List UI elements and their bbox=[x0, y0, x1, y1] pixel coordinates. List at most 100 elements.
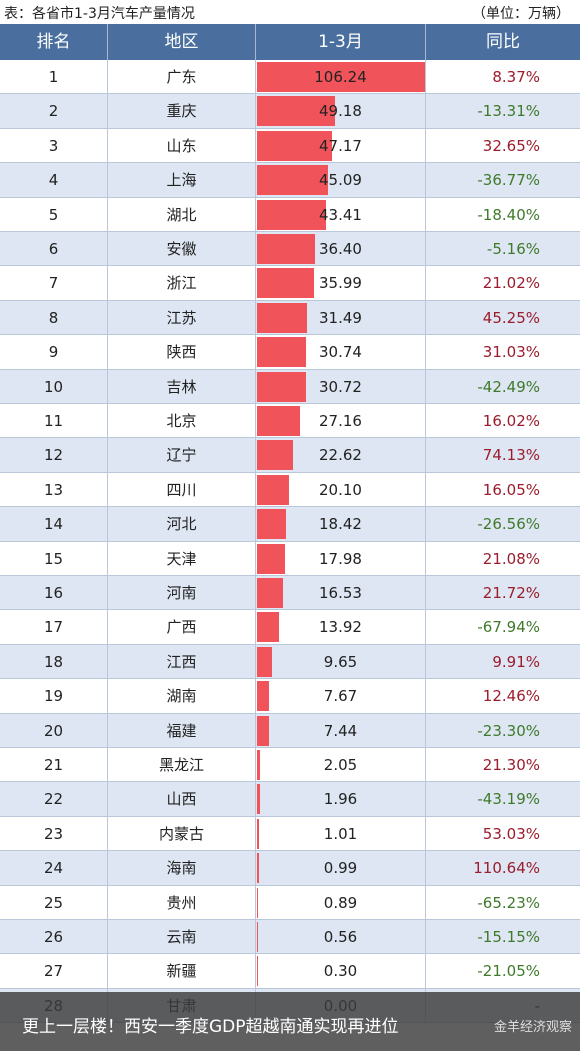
production-cell: 49.18 bbox=[256, 94, 426, 129]
production-value: 36.40 bbox=[319, 240, 362, 258]
rank-cell: 16 bbox=[0, 576, 108, 611]
production-value: 22.62 bbox=[319, 446, 362, 465]
region-cell: 北京 bbox=[108, 404, 256, 439]
production-value: 106.24 bbox=[314, 68, 367, 86]
region-cell: 浙江 bbox=[108, 266, 256, 301]
region-cell: 广西 bbox=[108, 610, 256, 645]
production-value: 27.16 bbox=[319, 412, 362, 430]
table-row: 1 广东 106.24 8.37% bbox=[0, 60, 580, 95]
rank-cell: 1 bbox=[0, 60, 108, 95]
production-cell: 17.98 bbox=[256, 541, 426, 576]
region-cell: 江西 bbox=[108, 644, 256, 680]
rank-cell: 4 bbox=[0, 163, 108, 198]
production-cell: 18.42 bbox=[256, 507, 426, 542]
table-title: 表：各省市1-3月汽车产量情况 bbox=[4, 6, 195, 22]
production-value: 13.92 bbox=[319, 618, 362, 637]
rank-cell: 3 bbox=[0, 128, 108, 164]
yoy-cell: 12.46% bbox=[482, 687, 540, 706]
yoy-cell: 32.65% bbox=[482, 136, 540, 155]
production-value: 2.05 bbox=[323, 756, 358, 774]
production-bar bbox=[257, 474, 289, 505]
production-bar bbox=[257, 543, 286, 574]
production-bar bbox=[257, 750, 261, 780]
header-yoy: 同比 bbox=[486, 32, 520, 52]
production-bar bbox=[257, 337, 306, 368]
rank-cell: 27 bbox=[0, 954, 108, 989]
region-cell: 天津 bbox=[108, 541, 256, 576]
production-value: 45.09 bbox=[319, 171, 362, 190]
table-row: 14 河北 18.42 -26.56% bbox=[0, 507, 580, 542]
table-row: 10 吉林 30.72 -42.49% bbox=[0, 369, 580, 404]
production-value: 17.98 bbox=[319, 549, 362, 568]
caption-overlay[interactable]: 更上一层楼！西安一季度GDP超越南通实现再进位 金羊经济观察 bbox=[0, 992, 580, 1051]
table-row: 22 山西 1.96 -43.19% bbox=[0, 782, 580, 817]
table-row: 8 江苏 31.49 45.25% bbox=[0, 300, 580, 336]
production-cell: 13.92 bbox=[256, 610, 426, 645]
yoy-cell: 31.03% bbox=[482, 343, 540, 362]
watermark: 金羊经济观察 bbox=[493, 1020, 572, 1035]
table-row: 9 陕西 30.74 31.03% bbox=[0, 335, 580, 370]
table-title-row: 表：各省市1-3月汽车产量情况 （单位：万辆） bbox=[0, 0, 580, 24]
table-row: 17 广西 13.92 -67.94% bbox=[0, 610, 580, 645]
rank-cell: 25 bbox=[0, 885, 108, 920]
production-cell: 106.24 bbox=[256, 60, 426, 95]
production-bar bbox=[257, 406, 300, 436]
production-cell: 2.05 bbox=[256, 748, 426, 783]
yoy-cell: -5.16% bbox=[486, 240, 540, 258]
rank-cell: 17 bbox=[0, 610, 108, 645]
table-row: 11 北京 27.16 16.02% bbox=[0, 404, 580, 439]
rank-cell: 12 bbox=[0, 438, 108, 473]
yoy-cell: -43.19% bbox=[477, 790, 540, 809]
rank-cell: 18 bbox=[0, 644, 108, 680]
header-production: 1-3月 bbox=[256, 24, 426, 60]
production-value: 1.96 bbox=[323, 790, 358, 809]
yoy-cell: 45.25% bbox=[482, 308, 540, 327]
yoy-cell: 110.64% bbox=[473, 859, 540, 878]
table-row: 26 云南 0.56 -15.15% bbox=[0, 920, 580, 955]
yoy-cell: -36.77% bbox=[477, 171, 540, 190]
production-bar bbox=[257, 784, 261, 815]
table-row: 5 湖北 43.41 -18.40% bbox=[0, 197, 580, 232]
production-value: 35.99 bbox=[319, 274, 362, 293]
region-cell: 湖南 bbox=[108, 679, 256, 714]
production-value: 0.89 bbox=[323, 893, 358, 912]
region-cell: 四川 bbox=[108, 472, 256, 508]
table-row: 20 福建 7.44 -23.30% bbox=[0, 713, 580, 748]
production-value: 30.74 bbox=[319, 343, 362, 362]
table-row: 6 安徽 36.40 -5.16% bbox=[0, 232, 580, 267]
production-cell: 0.56 bbox=[256, 920, 426, 955]
region-cell: 河南 bbox=[108, 576, 256, 611]
rank-cell: 20 bbox=[0, 713, 108, 748]
table-row: 15 天津 17.98 21.08% bbox=[0, 541, 580, 576]
header-rank: 排名 bbox=[0, 24, 108, 60]
production-value: 0.99 bbox=[323, 859, 358, 878]
unit-label: （单位：万辆） bbox=[472, 6, 570, 22]
production-cell: 27.16 bbox=[256, 404, 426, 439]
production-value: 43.41 bbox=[319, 205, 362, 224]
production-bar bbox=[257, 612, 279, 643]
rank-cell: 15 bbox=[0, 541, 108, 576]
rank-cell: 26 bbox=[0, 920, 108, 955]
rank-cell: 13 bbox=[0, 472, 108, 508]
production-bar bbox=[257, 887, 259, 918]
table-row: 3 山东 47.17 32.65% bbox=[0, 128, 580, 164]
region-cell: 广东 bbox=[108, 60, 256, 95]
production-bar bbox=[257, 440, 293, 471]
rank-cell: 7 bbox=[0, 266, 108, 301]
production-value: 49.18 bbox=[319, 102, 362, 121]
yoy-cell: -15.15% bbox=[477, 928, 540, 946]
yoy-cell: -18.40% bbox=[477, 205, 540, 224]
production-cell: 36.40 bbox=[256, 232, 426, 267]
production-value: 9.65 bbox=[323, 652, 358, 671]
production-value: 7.67 bbox=[323, 687, 358, 706]
region-cell: 辽宁 bbox=[108, 438, 256, 473]
yoy-cell: 8.37% bbox=[492, 68, 540, 86]
yoy-cell: 21.72% bbox=[482, 584, 540, 602]
table-row: 7 浙江 35.99 21.02% bbox=[0, 266, 580, 301]
production-cell: 22.62 bbox=[256, 438, 426, 473]
production-cell: 7.44 bbox=[256, 713, 426, 748]
region-cell: 黑龙江 bbox=[108, 748, 256, 783]
production-value: 47.17 bbox=[319, 136, 362, 155]
yoy-cell: -21.05% bbox=[477, 962, 540, 981]
yoy-cell: 53.03% bbox=[482, 824, 540, 843]
